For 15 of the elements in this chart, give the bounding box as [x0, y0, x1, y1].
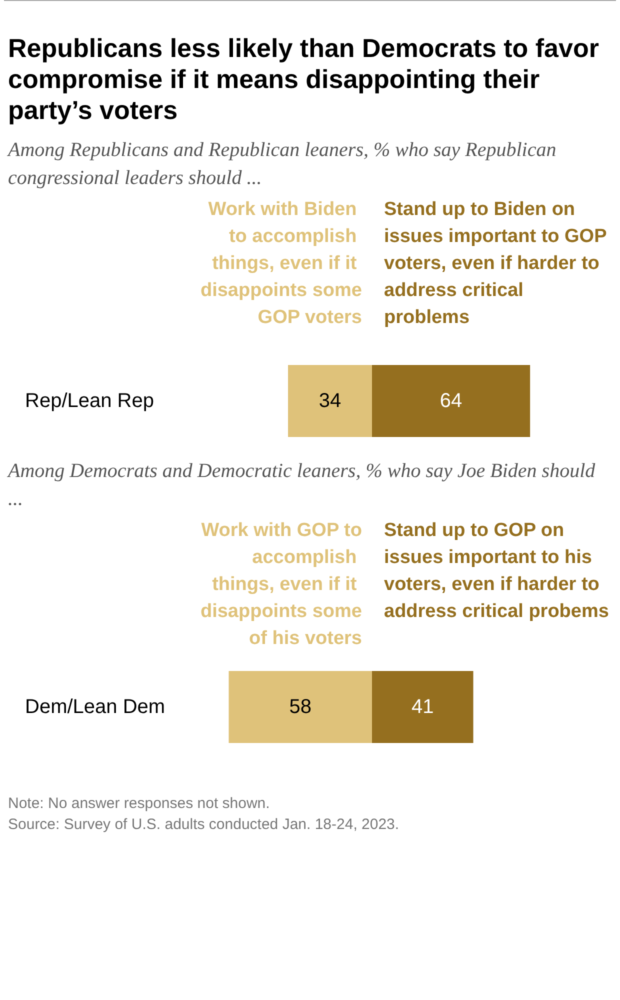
y-tick-label: Dem/Lean Dem: [25, 696, 166, 718]
series-label: Work with GOP to accomplish things, even if it disappoints some of his voters: [200, 520, 362, 649]
series-label: Work with Biden to accomplish things, even if it disappoints some GOP voters: [200, 199, 362, 328]
chart-subtitle: Among Republicans and Republican leaners, % who say Republican congressional leaders should ...: [8, 138, 558, 191]
data-label: 34: [318, 390, 342, 412]
data-label: 41: [412, 696, 434, 718]
text: Stand up to GOP on issues important to his voters, even if harder to address critical probems: [384, 520, 609, 622]
data-label: 58: [289, 696, 312, 718]
source-note: Source: Survey of U.S. adults conducted Jan. 18-24, 2023.: [8, 815, 400, 835]
chart-title: Republicans less likely than Democrats to favor compromise if it means disappointing their party’s voters: [8, 33, 600, 126]
y-tick-label: Rep/Lean Rep: [25, 390, 154, 412]
chart-subtitle: Among Democrats and Democratic leaners, % who say Joe Biden should ...: [8, 459, 596, 512]
data-label: 64: [440, 390, 462, 412]
text: Note: No answer responses not shown.: [8, 794, 271, 814]
series-label: Stand up to Biden on issues important to GOP voters, even if harder to address critical problems: [384, 199, 612, 328]
